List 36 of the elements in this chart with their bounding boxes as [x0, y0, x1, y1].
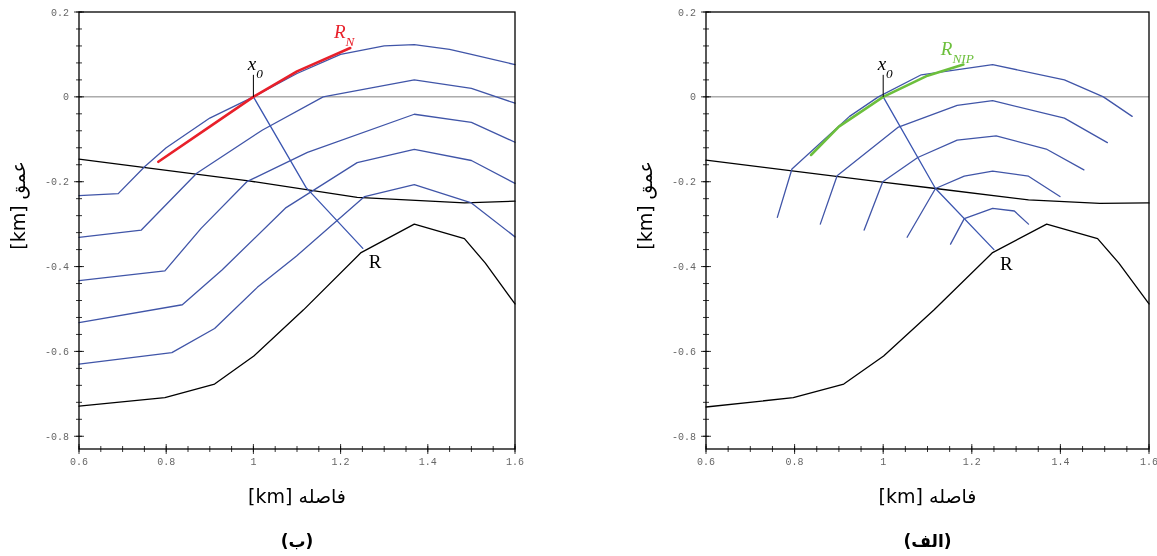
text: (الف)	[903, 531, 952, 551]
x-tick-label: 1.4	[1051, 457, 1070, 468]
x-axis-title: [km] فاصله	[248, 485, 346, 507]
annotation: R	[368, 251, 382, 273]
x-tick-label: 1.6	[505, 457, 525, 468]
y-tick-label: -0.2	[671, 177, 696, 189]
x-tick-label: 0.8	[157, 457, 176, 468]
x-tick-label: 1.2	[962, 457, 981, 468]
y-tick-label: 0	[689, 92, 696, 104]
y-tick-label: -0.8	[44, 431, 69, 443]
x-tick-label: 1	[250, 457, 257, 468]
y-tick-label: 0	[62, 92, 69, 104]
x-axis-title: [km] فاصله	[878, 485, 977, 507]
y-tick-label: -0.4	[671, 262, 696, 274]
y-axis-title: [km] عمق	[7, 161, 30, 250]
y-tick-label: 0.2	[50, 7, 69, 19]
y-tick-label: -0.4	[44, 262, 69, 274]
x-tick-label: 0.8	[785, 457, 804, 468]
y-tick-label: 0.2	[677, 7, 696, 19]
annotation: R	[999, 252, 1013, 274]
y-tick-label: -0.6	[671, 346, 696, 358]
x-tick-label: 1.4	[418, 457, 437, 468]
x-tick-label: 1	[880, 457, 887, 468]
x-tick-label: 0.6	[69, 457, 89, 468]
text: (ب)	[280, 531, 314, 551]
series-label: R$_{NIP}$	[939, 37, 974, 66]
x-tick-label: 1.2	[331, 457, 350, 468]
y-axis-title: [km] عمق	[634, 161, 657, 250]
y-tick-label: -0.2	[44, 177, 69, 189]
annotation: x$_{0}$	[876, 52, 894, 81]
y-tick-label: -0.8	[671, 431, 696, 443]
series-label: R$_{N}$	[332, 21, 356, 49]
x-tick-label: 0.6	[696, 457, 716, 468]
annotation: x$_{0}$	[246, 52, 264, 81]
y-tick-label: -0.6	[44, 346, 69, 358]
x-tick-label: 1.6	[1139, 457, 1157, 468]
